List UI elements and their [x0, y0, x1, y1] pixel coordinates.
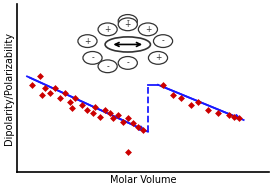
Text: -: -	[126, 58, 129, 67]
Point	[98, 115, 102, 118]
Circle shape	[118, 18, 137, 31]
Point	[126, 150, 130, 153]
Point	[48, 92, 52, 95]
Point	[232, 115, 236, 118]
Point	[179, 97, 183, 100]
Circle shape	[78, 35, 97, 47]
Point	[30, 83, 34, 86]
Circle shape	[118, 15, 137, 27]
Point	[115, 113, 120, 116]
Point	[126, 117, 130, 120]
Point	[226, 113, 231, 116]
Text: -: -	[106, 62, 109, 71]
Point	[52, 87, 57, 90]
Point	[161, 83, 165, 86]
Point	[63, 92, 67, 95]
Point	[85, 108, 90, 112]
Circle shape	[118, 57, 137, 69]
Point	[108, 112, 112, 115]
Point	[206, 108, 210, 112]
Text: +: +	[145, 25, 151, 34]
Point	[111, 117, 115, 120]
Point	[103, 108, 107, 112]
Point	[70, 107, 75, 110]
Point	[68, 100, 72, 103]
Text: +: +	[155, 53, 161, 62]
Point	[40, 93, 44, 96]
Text: +: +	[105, 25, 111, 34]
Point	[121, 120, 125, 123]
Point	[171, 93, 175, 96]
Y-axis label: Dipolarity/Polarizability: Dipolarity/Polarizability	[4, 32, 14, 145]
Circle shape	[98, 23, 117, 36]
Point	[216, 112, 221, 115]
Point	[236, 117, 241, 120]
Point	[189, 103, 193, 106]
Text: +: +	[124, 20, 131, 29]
Circle shape	[153, 35, 173, 47]
Point	[93, 105, 97, 108]
Point	[73, 97, 77, 100]
X-axis label: Molar Volume: Molar Volume	[110, 175, 176, 185]
Point	[130, 122, 135, 125]
Text: -: -	[126, 16, 129, 26]
Point	[141, 129, 145, 132]
Circle shape	[149, 52, 168, 64]
Text: -: -	[91, 53, 94, 62]
Point	[58, 97, 62, 100]
Text: -: -	[162, 37, 164, 46]
Point	[43, 87, 47, 90]
Text: +: +	[84, 37, 91, 46]
Circle shape	[83, 52, 102, 64]
Point	[80, 103, 85, 106]
Circle shape	[138, 23, 158, 36]
Point	[136, 125, 140, 128]
Point	[37, 75, 42, 78]
Point	[90, 112, 95, 115]
Ellipse shape	[105, 37, 150, 52]
Circle shape	[98, 60, 117, 73]
Point	[196, 100, 200, 103]
